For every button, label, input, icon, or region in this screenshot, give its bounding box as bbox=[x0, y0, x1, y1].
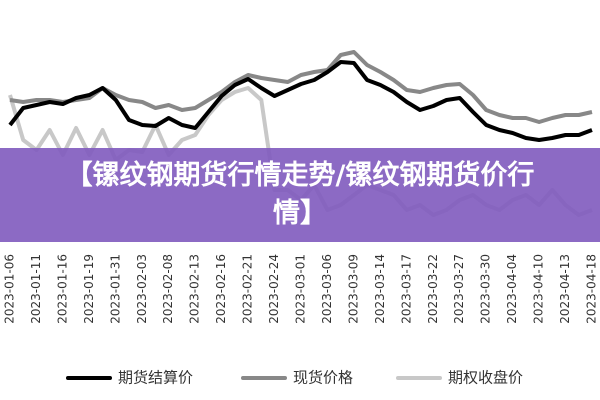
x-tick-label: 2023-03-09 bbox=[346, 254, 360, 324]
x-tick-label: 2023-02-16 bbox=[214, 254, 228, 324]
series-line bbox=[9, 50, 593, 124]
x-tick-label: 2023-01-06 bbox=[3, 254, 17, 324]
x-tick-label: 2023-03-14 bbox=[373, 254, 387, 324]
x-tick-label: 2023-02-08 bbox=[161, 254, 175, 324]
x-tick-label: 2023-02-24 bbox=[267, 254, 281, 324]
x-tick-label: 2023-01-19 bbox=[82, 254, 96, 324]
x-tick-label: 2023-03-27 bbox=[452, 254, 466, 324]
x-tick-label: 2023-01-31 bbox=[108, 254, 122, 324]
x-tick-label: 2023-03-30 bbox=[479, 254, 493, 324]
x-tick-label: 2023-04-18 bbox=[585, 254, 599, 324]
x-tick-label: 2023-04-10 bbox=[532, 254, 546, 324]
banner: 【镙纹钢期货行情走势/镙纹钢期货价行情】 bbox=[0, 148, 600, 242]
x-tick-label: 2023-04-04 bbox=[505, 254, 519, 324]
x-tick-label: 2023-02-03 bbox=[135, 254, 149, 324]
x-tick-label: 2023-01-16 bbox=[55, 254, 69, 324]
x-tick-label: 2023-04-13 bbox=[558, 254, 572, 324]
x-tick-label: 2023-03-01 bbox=[294, 254, 308, 324]
legend-label: 期货结算价 bbox=[118, 369, 193, 387]
x-tick-label: 2023-03-17 bbox=[399, 254, 413, 324]
x-tick-label: 2023-02-21 bbox=[241, 254, 255, 324]
chart-title: 【镙纹钢期货行情走势/镙纹钢期货价行情】 bbox=[65, 160, 535, 229]
x-tick-label: 2023-03-22 bbox=[426, 254, 440, 324]
legend-label: 现货价格 bbox=[293, 369, 353, 387]
legend-label: 期权收盘价 bbox=[448, 369, 523, 387]
x-tick-label: 2023-01-11 bbox=[29, 254, 43, 324]
series-line bbox=[8, 60, 593, 142]
x-tick-label: 2023-03-06 bbox=[320, 254, 334, 324]
x-tick-label: 2023-02-13 bbox=[188, 254, 202, 324]
